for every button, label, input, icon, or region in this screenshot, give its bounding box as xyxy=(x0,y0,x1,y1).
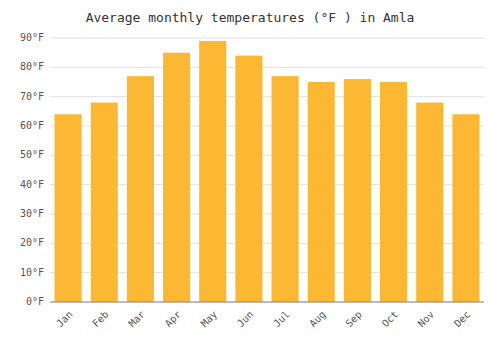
bar xyxy=(452,114,479,302)
x-tick-label: Feb xyxy=(90,309,111,330)
x-tick-label: Dec xyxy=(452,309,473,330)
y-tick-label: 50°F xyxy=(20,149,44,160)
y-tick-label: 10°F xyxy=(20,267,44,278)
x-tick-label: Mar xyxy=(126,309,147,330)
x-tick-label: Apr xyxy=(163,309,184,330)
bar xyxy=(199,41,226,302)
chart-container: 0°F 10°F 20°F 30°F 40°F 50°F 60°F 70°F 80°F 90°F J… xyxy=(0,0,500,350)
bars xyxy=(55,41,480,302)
x-tick-label: May xyxy=(199,309,220,330)
x-axis-line xyxy=(50,302,484,303)
y-tick-label: 70°F xyxy=(20,91,44,102)
grid-line xyxy=(50,302,484,303)
grid-line xyxy=(50,96,484,97)
bar xyxy=(127,76,154,302)
x-tick-label: Nov xyxy=(416,309,437,330)
y-tick-label: 60°F xyxy=(20,120,44,131)
bar xyxy=(416,103,443,302)
title: Average monthly temperatures (°F ) in Am… xyxy=(86,10,415,25)
y-tick-label: 40°F xyxy=(20,179,44,190)
grid-line xyxy=(50,67,484,68)
bar xyxy=(272,76,299,302)
bar xyxy=(380,82,407,302)
x-tick-label: Aug xyxy=(307,309,328,330)
bar xyxy=(55,114,82,302)
x-tick-label: Jul xyxy=(271,309,292,330)
y-tick-label: 20°F xyxy=(20,237,44,248)
chart: 0°F 10°F 20°F 30°F 40°F 50°F 60°F 70°F 80°F 90°F J… xyxy=(0,0,500,350)
bar xyxy=(91,103,118,302)
x-tick-label: Sep xyxy=(343,309,364,330)
x-tick-label: Jun xyxy=(235,309,256,330)
y-tick-label: 90°F xyxy=(20,32,44,43)
x-tick-label: Oct xyxy=(380,309,401,330)
y-tick-labels: 0°F 10°F 20°F 30°F 40°F 50°F 60°F 70°F 80°F 90°F xyxy=(20,32,44,307)
bar xyxy=(308,82,335,302)
x-tick-labels: Jan Feb Mar Apr May Jun Jul Aug Sep Oct Nov Dec xyxy=(54,309,472,330)
grid-line xyxy=(50,38,484,39)
y-tick-label: 0°F xyxy=(26,296,44,307)
y-tick-label: 80°F xyxy=(20,61,44,72)
bar xyxy=(163,53,190,302)
grid xyxy=(50,38,484,302)
x-tick-label: Jan xyxy=(54,309,75,330)
bar xyxy=(235,56,262,302)
bar xyxy=(344,79,371,302)
y-tick-label: 30°F xyxy=(20,208,44,219)
